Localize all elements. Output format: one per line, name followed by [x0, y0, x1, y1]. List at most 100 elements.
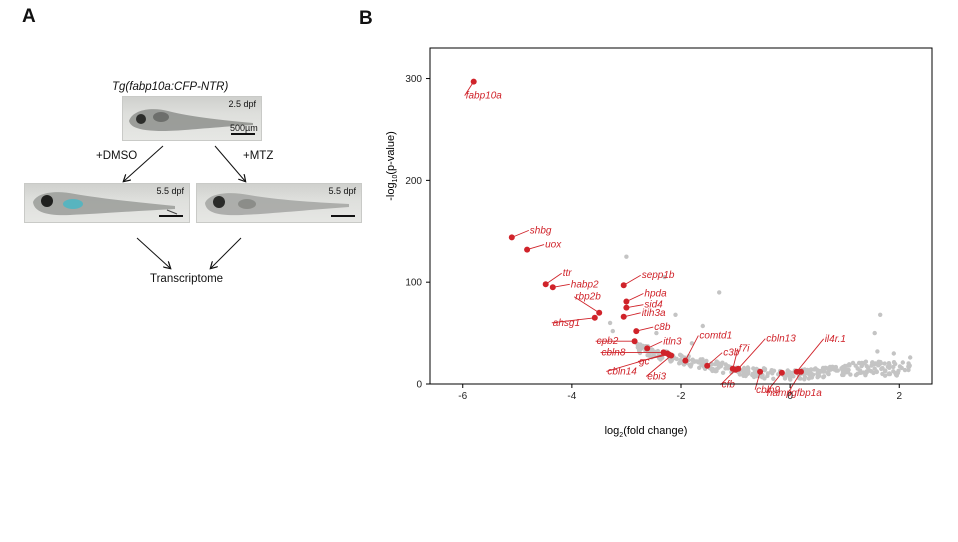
larva-2-5dpf-graphic [129, 109, 253, 131]
background-point [862, 360, 867, 365]
background-point [689, 362, 694, 367]
background-point [751, 366, 756, 371]
highlighted-point [620, 282, 627, 289]
dmso-scale-bar [159, 215, 183, 217]
background-point [887, 365, 892, 370]
gene-label: comtd1 [699, 331, 732, 342]
background-point [821, 375, 826, 380]
background-point [855, 366, 860, 371]
leader-line [732, 348, 739, 369]
background-point [771, 376, 776, 381]
background-point [790, 373, 795, 378]
highlighted-point [524, 246, 531, 253]
background-point [769, 368, 774, 373]
background-point [624, 254, 629, 259]
y-axis-ticks: 0 100 200 300 [405, 74, 430, 391]
background-point [824, 365, 829, 371]
top-image-stage: 2.5 dpf [228, 99, 256, 109]
background-point [871, 370, 876, 376]
background-point [891, 369, 896, 374]
background-point [816, 374, 821, 379]
background-point [802, 377, 807, 382]
background-point [902, 367, 908, 373]
y-tick-label: 100 [405, 278, 422, 289]
background-point [662, 274, 667, 280]
leader-line [573, 296, 600, 314]
background-point [882, 361, 887, 366]
background-point [673, 312, 678, 317]
background-point [908, 355, 913, 360]
gene-label: cfb [722, 380, 736, 391]
background-point [899, 365, 904, 371]
y-tick-label: 200 [405, 176, 422, 187]
background-point [805, 370, 810, 375]
transcriptome-label: Transcriptome [150, 273, 224, 285]
background-point [820, 366, 826, 372]
highlighted-point [682, 357, 689, 364]
background-point [607, 320, 613, 326]
dmso-image-stage: 5.5 dpf [156, 186, 184, 196]
label-leader-lines [464, 81, 825, 394]
mtz-label: +MTZ [243, 150, 274, 162]
background-point [678, 357, 683, 363]
x-tick-label: 2 [896, 391, 902, 402]
highlighted-point [644, 345, 651, 352]
background-point [875, 349, 880, 354]
gene-label: sid4 [644, 300, 663, 311]
highlighted-point [596, 309, 603, 316]
background-point [638, 342, 643, 347]
background-point [847, 362, 852, 367]
background-point [853, 372, 859, 378]
gene-label: f7i [739, 344, 750, 355]
gene-label: sepp1b [642, 270, 675, 281]
gene-label: il4r.1 [825, 334, 846, 345]
background-point [700, 361, 705, 366]
highlighted-points [470, 78, 804, 376]
gene-label: itln3 [663, 336, 682, 347]
leader-line [545, 272, 562, 285]
background-point [886, 371, 891, 377]
mtz-image-stage: 5.5 dpf [328, 186, 356, 196]
gene-label: rbp2b [575, 292, 601, 303]
background-point [858, 370, 863, 375]
background-point [716, 362, 721, 367]
background-point [654, 330, 659, 336]
background-point [864, 364, 869, 369]
leader-line [623, 274, 641, 286]
leader-line [787, 371, 802, 394]
gene-label: shbg [530, 225, 552, 236]
background-point [700, 357, 705, 362]
background-point [882, 373, 888, 378]
background-point [842, 364, 847, 370]
gene-label: cbln14 [607, 367, 637, 378]
highlighted-point [793, 368, 800, 375]
background-point [761, 366, 767, 371]
highlighted-point [735, 365, 742, 372]
highlighted-point [633, 328, 640, 335]
background-point [864, 370, 869, 375]
background-point [826, 371, 831, 377]
background-points [607, 254, 913, 382]
gene-label: igfbp1a [789, 388, 822, 399]
mtz-larva-image: 5.5 dpf [196, 183, 362, 223]
background-point [883, 368, 888, 373]
background-point [750, 371, 755, 377]
x-tick-label: -6 [458, 391, 467, 402]
highlighted-point [631, 338, 638, 345]
transgenic-line-title: Tg(fabp10a:CFP-NTR) [112, 81, 229, 93]
leader-line [637, 354, 670, 362]
gene-label: hpda [644, 289, 667, 300]
gene-label: cbln9 [756, 385, 780, 396]
background-point [907, 363, 912, 368]
background-point [878, 359, 883, 365]
leader-line [606, 353, 668, 372]
background-point [870, 360, 875, 365]
gene-label: itih3a [642, 308, 666, 319]
background-point [723, 366, 728, 371]
arrow-mtz-to-transcriptome [211, 237, 242, 268]
background-point [872, 366, 877, 371]
x-tick-label: -4 [567, 391, 576, 402]
background-point [808, 371, 813, 376]
background-point [848, 372, 853, 377]
